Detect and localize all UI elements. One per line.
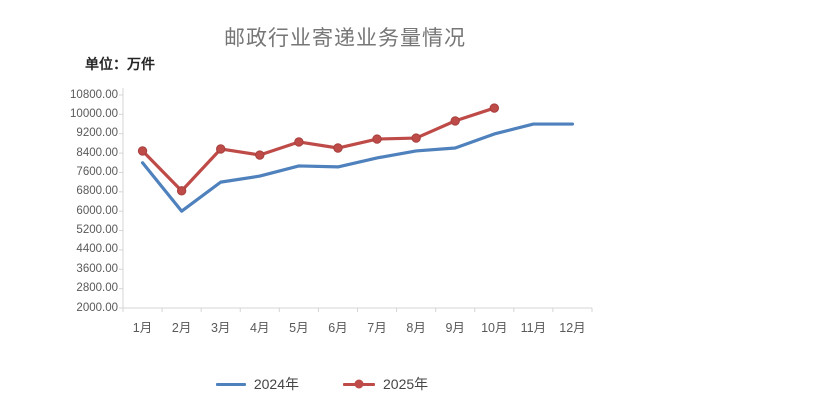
legend-label-2024: 2024年	[253, 376, 299, 392]
unit-label: 单位：万件	[85, 56, 155, 72]
x-tick-label: 4月	[250, 321, 270, 335]
x-tick-label: 9月	[445, 321, 465, 335]
y-tick-label: 10800.00	[70, 88, 118, 101]
y-tick-label: 9200.00	[76, 127, 118, 140]
legend-line-swatch-2025	[343, 379, 375, 389]
x-tick-label: 2月	[171, 321, 192, 335]
x-tick-label: 10月	[481, 321, 508, 335]
x-tick-label: 11月	[520, 321, 547, 335]
x-tick-label: 1月	[132, 321, 153, 335]
y-tick-label: 7600.00	[76, 165, 118, 178]
legend-marker-dot-icon	[354, 379, 364, 389]
x-tick-label: 7月	[367, 321, 387, 335]
x-tick-label: 3月	[210, 321, 231, 335]
legend-label-2025: 2025年	[383, 376, 429, 392]
legend: 2024年 2025年	[22, 374, 622, 394]
y-tick-label: 4400.00	[76, 243, 118, 256]
legend-item-2024: 2024年	[215, 374, 299, 394]
y-tick-label: 10000.00	[70, 107, 118, 120]
x-tick-label: 5月	[289, 321, 309, 335]
y-tick-label: 3600.00	[76, 262, 118, 275]
y-tick-label: 2800.00	[76, 282, 118, 295]
x-tick-label: 8月	[406, 321, 426, 335]
legend-item-2025: 2025年	[343, 374, 428, 394]
legend-line-swatch-2024	[215, 382, 246, 386]
y-tick-label: 8400.00	[76, 146, 118, 159]
y-tick-label: 6800.00	[76, 185, 118, 198]
y-tick-label: 6000.00	[76, 204, 118, 217]
chart-title: 邮政行业寄递业务量情况	[224, 27, 466, 50]
x-tick-label: 12月	[559, 321, 586, 335]
x-tick-label: 6月	[328, 321, 348, 335]
y-tick-label: 5200.00	[76, 224, 118, 237]
y-tick-label: 2000.00	[76, 301, 118, 314]
